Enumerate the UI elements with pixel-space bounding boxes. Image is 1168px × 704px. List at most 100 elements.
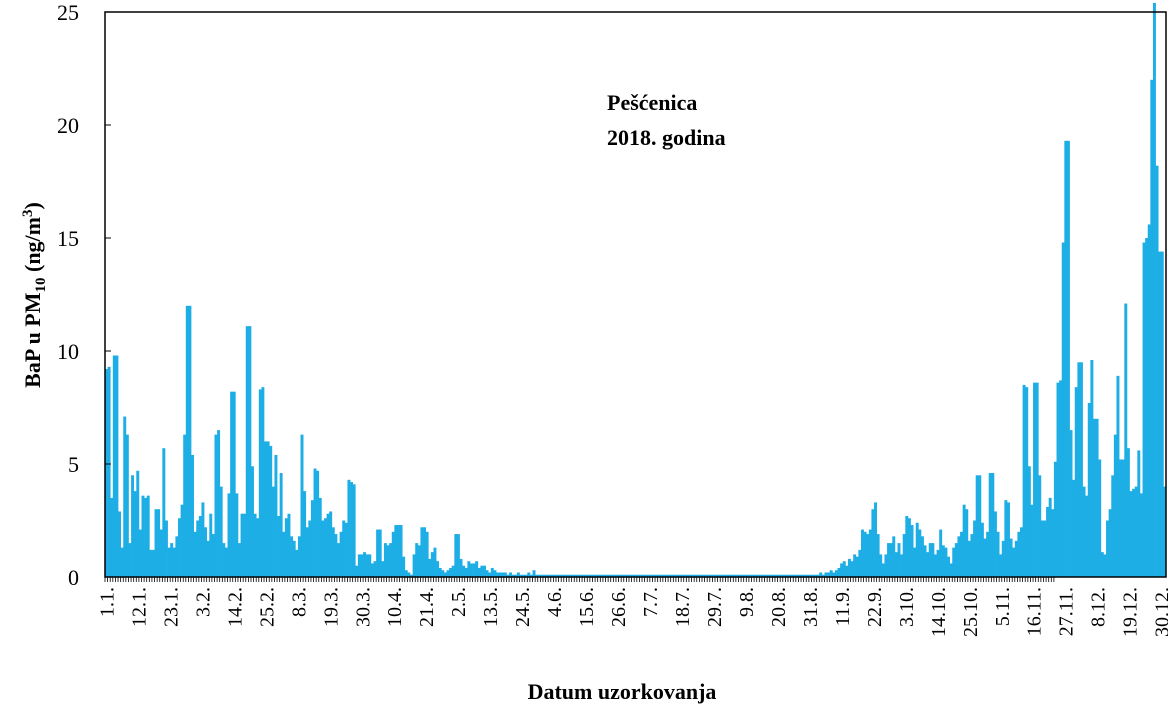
bar-day-326: [952, 547, 956, 577]
bar-day-372: [1072, 479, 1076, 577]
bar-day-119: [412, 554, 416, 577]
bar-day-254: [764, 574, 768, 577]
bar-day-257: [772, 574, 776, 577]
bar-day-48: [227, 493, 231, 577]
bar-day-396: [1134, 486, 1138, 577]
bar-day-23: [162, 448, 166, 577]
bar-day-142: [472, 563, 476, 577]
bar-day-54: [243, 513, 247, 577]
bar-day-245: [741, 574, 745, 577]
bar-day-133: [449, 567, 453, 577]
bar-day-129: [438, 567, 442, 577]
bar-day-268: [801, 574, 804, 577]
bar-day-284: [842, 561, 846, 577]
bar-day-213: [657, 574, 661, 577]
bar-day-405: [1158, 251, 1162, 577]
bar-day-287: [850, 561, 854, 577]
bar-day-185: [584, 574, 588, 577]
bar-day-382: [1098, 459, 1102, 577]
bar-day-34: [191, 454, 194, 577]
bar-day-319: [933, 554, 937, 577]
bar-day-277: [824, 572, 828, 577]
bar-day-283: [840, 563, 844, 577]
x-tick-label: 29.7.: [704, 587, 726, 627]
bar-day-271: [808, 574, 812, 577]
bar-day-44: [217, 430, 221, 577]
bar-day-247: [746, 574, 750, 577]
bar-day-51: [235, 493, 239, 577]
bar-day-37: [198, 515, 202, 577]
bar-day-117: [407, 572, 411, 577]
bar-day-8: [123, 416, 127, 577]
x-tick-label: 30.12.: [1152, 587, 1168, 637]
bar-day-297: [876, 534, 880, 577]
bar-day-397: [1137, 450, 1141, 577]
x-tick-label: 7.7.: [640, 587, 662, 617]
bar-day-402: [1150, 79, 1154, 578]
bar-day-195: [610, 574, 614, 577]
bar-day-90: [337, 543, 340, 577]
bar-day-154: [503, 572, 507, 577]
x-tick-label: 1.1.: [96, 587, 118, 617]
bar-day-311: [913, 547, 917, 577]
bar-day-76: [300, 434, 304, 577]
bar-day-113: [396, 525, 400, 577]
bar-day-182: [576, 574, 580, 577]
bar-day-63: [266, 441, 270, 577]
bar-day-56: [248, 326, 252, 577]
bar-day-69: [282, 531, 286, 577]
bar-day-367: [1059, 380, 1063, 577]
x-tick-label: 12.1.: [128, 587, 150, 627]
bar-day-301: [887, 543, 891, 577]
x-tick-label: 4.6.: [544, 587, 566, 617]
x-tick-label: 9.8.: [736, 587, 758, 617]
bar-day-206: [639, 574, 643, 577]
bar-day-104: [373, 561, 377, 577]
y-axis-title: BaP u PM10 (ng/m3): [20, 202, 49, 388]
bar-day-365: [1053, 461, 1057, 577]
bar-day-249: [751, 574, 755, 577]
bar-day-82: [316, 470, 320, 577]
bar-day-166: [535, 574, 539, 577]
y-tick-label-10: 10: [57, 339, 79, 364]
x-tick-label: 24.5.: [512, 587, 534, 627]
y-tick-label-5: 5: [68, 452, 79, 477]
bar-day-85: [323, 518, 327, 577]
bar-day-203: [631, 574, 635, 577]
x-tick-label: 10.4.: [384, 587, 406, 627]
bar-day-101: [365, 554, 369, 577]
y-tick-label-20: 20: [57, 113, 79, 138]
bar-day-371: [1069, 430, 1073, 577]
bar-day-279: [829, 570, 833, 577]
bar-day-338: [983, 538, 987, 577]
y-tick-label-15: 15: [57, 226, 79, 251]
bar-day-46: [222, 543, 226, 577]
bar-day-169: [542, 574, 546, 577]
bar-day-346: [1004, 500, 1008, 577]
bar-day-157: [511, 574, 515, 577]
bar-day-32: [185, 305, 189, 577]
bar-day-200: [623, 574, 627, 577]
bar-day-212: [655, 574, 659, 577]
y-axis-title-superscript: 3: [20, 209, 36, 217]
bar-day-359: [1038, 475, 1042, 577]
bar-day-181: [574, 574, 578, 577]
bar-day-180: [571, 574, 575, 577]
bar-day-290: [858, 549, 862, 577]
bar-day-1: [105, 369, 108, 577]
bar-day-358: [1035, 382, 1039, 577]
bar-day-400: [1145, 238, 1149, 577]
bar-day-208: [644, 574, 648, 577]
bar-day-139: [464, 567, 468, 577]
annotation-station: Pešćenica: [607, 90, 697, 115]
bar-day-105: [376, 529, 380, 577]
bar-day-273: [814, 574, 818, 577]
bar-day-368: [1061, 242, 1065, 577]
bar-day-242: [733, 574, 737, 577]
bar-day-256: [769, 574, 773, 577]
bar-day-388: [1113, 434, 1117, 577]
x-tick-label: 2.5.: [448, 587, 470, 617]
bar-day-83: [318, 497, 322, 577]
x-tick-label: 20.8.: [768, 587, 790, 627]
bar-day-309: [907, 518, 911, 577]
